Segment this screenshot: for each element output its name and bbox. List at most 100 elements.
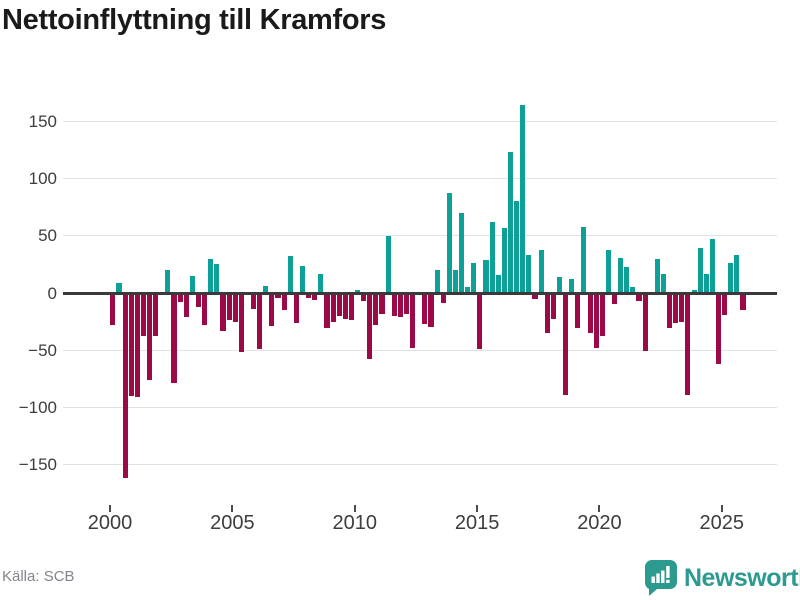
x-axis-tick [109,505,111,512]
bar-2014-q2 [459,212,465,293]
bar-2010-q4 [373,293,379,326]
bar-2003-q4 [202,293,208,326]
bar-2013-q3 [440,293,446,304]
bar-2009-q2 [336,293,342,316]
bar-2017-q1 [526,255,532,293]
bar-2009-q4 [348,293,354,321]
bar-2005-q2 [238,293,244,353]
bar-2020-q3 [611,293,618,305]
x-axis-tick-label: 2015 [454,512,500,534]
bar-2021-q1 [624,266,630,293]
bar-2013-q2 [434,270,440,293]
bar-2013-q1 [428,293,434,328]
bar-2002-q3 [171,293,177,384]
bar-2006-q4 [275,293,281,298]
bar-2015-q4 [495,274,501,293]
bar-2025-q3 [734,255,740,293]
bar-2024-q2 [703,273,709,293]
bar-2018-q4 [569,279,575,293]
gridline [63,349,777,351]
bar-2022-q3 [660,273,666,293]
bar-2021-q4 [642,293,648,352]
zero-axis-line [63,291,777,295]
bar-2007-q1 [281,293,287,311]
bar-2018-q2 [556,276,562,293]
bar-2023-q4 [691,289,697,293]
bar-2006-q2 [263,286,269,293]
bar-2001-q2 [140,293,146,337]
x-axis-tick-label: 2010 [332,512,377,534]
x-axis-tick [231,505,234,512]
bar-2023-q2 [679,293,685,322]
bar-2020-q2 [605,249,611,293]
x-axis-tick-label: 2005 [210,512,255,534]
bar-2023-q1 [673,293,679,323]
bar-2006-q3 [269,293,275,327]
x-axis-tick [720,505,723,512]
newsworthy-bubble-icon [644,559,678,597]
bar-2017-q2 [532,293,538,299]
bar-2017-q3 [538,249,544,293]
bar-2018-q3 [563,293,569,395]
bar-2001-q4 [153,293,159,337]
y-axis-tick-label: −100 [18,397,57,417]
bar-2006-q1 [257,293,263,350]
bar-2019-q4 [593,293,599,348]
bar-2002-q4 [177,293,183,303]
y-axis-tick-label: 100 [28,169,57,189]
bar-2015-q1 [477,293,483,350]
x-axis-tick [598,505,601,512]
x-axis-tick-label: 2000 [87,512,133,534]
bar-2000-q3 [122,293,128,479]
bar-2025-q2 [728,263,734,293]
newsworthy-logo[interactable]: Newsworthy [644,559,800,597]
y-axis-tick-label: 50 [38,226,57,246]
bar-2012-q2 [410,293,416,348]
bar-2021-q3 [636,293,642,301]
bar-2014-q4 [471,263,477,293]
source-note: Källa: SCB [2,568,75,585]
bar-2011-q1 [379,293,385,314]
bar-2022-q4 [667,293,673,329]
bar-2005-q1 [232,293,238,322]
bar-2013-q4 [446,193,452,293]
bar-2020-q4 [618,257,624,293]
bar-2009-q1 [330,293,336,322]
bar-2003-q2 [189,275,195,293]
bar-2003-q1 [183,293,189,318]
gridline [63,464,777,466]
bar-2019-q2 [581,226,587,293]
bar-2011-q3 [391,293,397,316]
bar-2024-q3 [709,239,715,293]
bar-2000-q1 [110,293,116,326]
bar-2007-q4 [299,265,306,293]
bar-2008-q2 [312,293,318,300]
bar-2004-q1 [208,258,214,293]
y-axis-tick-label: 150 [28,111,57,131]
bar-2018-q1 [550,293,556,320]
x-axis-tick-label: 2020 [577,512,622,534]
bar-2019-q3 [587,293,593,334]
bar-2008-q1 [306,293,312,298]
bar-2004-q4 [226,293,232,321]
bar-2010-q2 [361,293,367,301]
bar-2014-q3 [465,287,471,293]
bar-2015-q2 [483,259,489,293]
bar-2011-q4 [397,293,403,318]
bar-2000-q4 [128,293,134,396]
bar-2011-q2 [385,235,391,293]
bar-2009-q3 [342,293,348,320]
bar-2023-q3 [685,293,691,395]
bar-2001-q3 [147,293,153,380]
chart-title: Nettoinflyttning till Kramfors [2,4,387,36]
bar-2010-q1 [355,289,361,293]
bar-2010-q3 [367,293,373,360]
bar-2024-q1 [697,248,703,293]
bar-2016-q4 [520,105,526,293]
x-axis-tick [353,505,356,512]
bar-2008-q4 [324,293,330,329]
x-axis-tick [476,505,479,512]
x-axis-tick-label: 2025 [699,512,745,534]
y-axis-tick-label: −50 [28,340,57,360]
bar-2022-q2 [654,258,660,293]
